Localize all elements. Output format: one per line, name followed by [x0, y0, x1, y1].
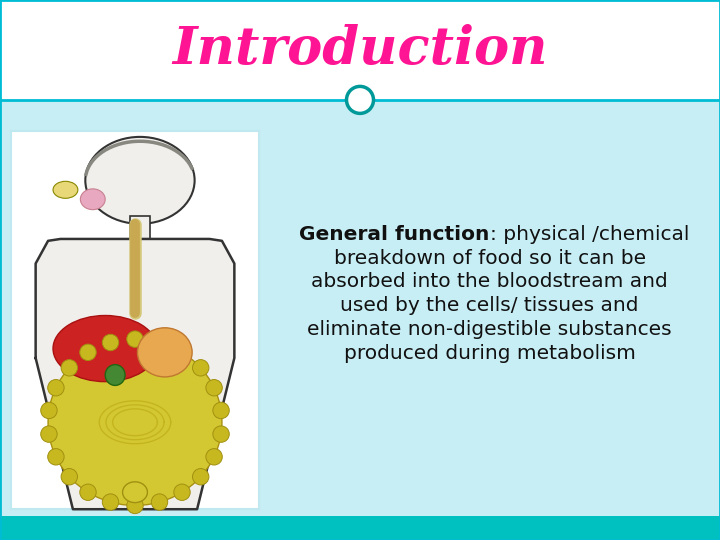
Circle shape	[102, 334, 119, 350]
Circle shape	[346, 86, 374, 113]
Text: breakdown of food so it can be: breakdown of food so it can be	[333, 248, 646, 267]
FancyBboxPatch shape	[11, 131, 259, 509]
Ellipse shape	[48, 339, 222, 505]
Circle shape	[41, 426, 57, 442]
Text: : physical /chemical: : physical /chemical	[490, 225, 689, 244]
Circle shape	[41, 402, 57, 418]
Circle shape	[192, 360, 209, 376]
Text: used by the cells/ tissues and: used by the cells/ tissues and	[341, 296, 639, 315]
FancyBboxPatch shape	[0, 516, 720, 540]
Circle shape	[206, 380, 222, 396]
Circle shape	[213, 402, 229, 418]
Circle shape	[102, 494, 119, 510]
Circle shape	[213, 426, 229, 442]
Circle shape	[127, 497, 143, 514]
Circle shape	[127, 331, 143, 347]
Text: produced during metabolism: produced during metabolism	[343, 345, 636, 363]
Circle shape	[48, 449, 64, 465]
FancyBboxPatch shape	[0, 100, 720, 516]
Ellipse shape	[86, 137, 194, 224]
Circle shape	[80, 344, 96, 361]
Circle shape	[151, 334, 168, 350]
Circle shape	[174, 484, 190, 501]
Circle shape	[192, 469, 209, 485]
Circle shape	[174, 344, 190, 361]
Ellipse shape	[122, 482, 148, 503]
Ellipse shape	[81, 189, 105, 210]
FancyBboxPatch shape	[0, 0, 720, 100]
Circle shape	[80, 484, 96, 501]
Ellipse shape	[105, 364, 125, 386]
Ellipse shape	[53, 181, 78, 198]
Text: eliminate non-digestible substances: eliminate non-digestible substances	[307, 320, 672, 339]
Circle shape	[61, 360, 78, 376]
Circle shape	[61, 469, 78, 485]
Text: Introduction: Introduction	[172, 24, 548, 76]
Circle shape	[151, 494, 168, 510]
Circle shape	[206, 449, 222, 465]
Ellipse shape	[53, 315, 158, 382]
Polygon shape	[36, 239, 235, 509]
Text: General function: General function	[300, 225, 490, 244]
Circle shape	[48, 380, 64, 396]
FancyBboxPatch shape	[130, 216, 150, 239]
Text: absorbed into the bloodstream and: absorbed into the bloodstream and	[311, 273, 668, 292]
Ellipse shape	[138, 328, 192, 377]
